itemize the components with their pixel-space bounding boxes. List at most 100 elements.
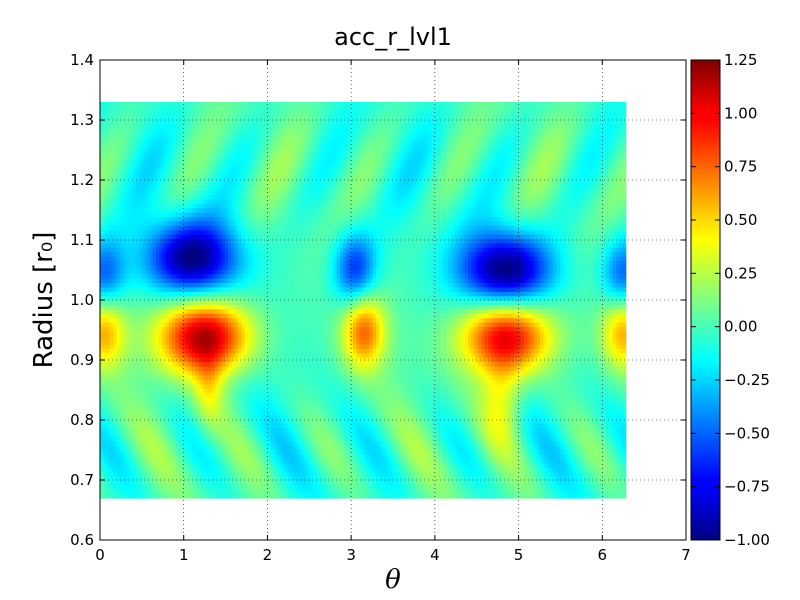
heatmap-cell bbox=[152, 176, 157, 182]
heatmap-cell bbox=[162, 374, 167, 380]
heatmap-cell bbox=[182, 168, 187, 173]
heatmap-cell bbox=[211, 264, 216, 270]
heatmap-cell bbox=[113, 370, 118, 376]
heatmap-cell bbox=[109, 454, 114, 459]
heatmap-cell bbox=[198, 238, 203, 244]
heatmap-cell bbox=[280, 410, 285, 415]
heatmap-cell bbox=[201, 361, 206, 367]
heatmap-cell bbox=[123, 313, 127, 319]
heatmap-cell bbox=[136, 291, 141, 297]
heatmap-cell bbox=[247, 124, 252, 129]
heatmap-cell bbox=[139, 216, 144, 222]
heatmap-cell bbox=[261, 198, 265, 204]
heatmap-cell bbox=[188, 203, 193, 209]
heatmap-cell bbox=[201, 102, 206, 107]
heatmap-cell bbox=[165, 115, 170, 121]
heatmap-cell bbox=[182, 110, 187, 116]
heatmap-cell bbox=[100, 163, 104, 169]
heatmap-cell bbox=[126, 115, 131, 121]
heatmap-cell bbox=[126, 480, 131, 486]
heatmap-cell bbox=[201, 374, 206, 380]
heatmap-cell bbox=[241, 370, 246, 376]
heatmap-cell bbox=[195, 176, 200, 182]
heatmap-cell bbox=[182, 220, 187, 226]
heatmap-cell bbox=[238, 484, 242, 490]
heatmap-cell bbox=[201, 401, 206, 407]
heatmap-cell bbox=[116, 286, 121, 292]
heatmap-cell bbox=[159, 115, 164, 121]
heatmap-cell bbox=[172, 467, 177, 473]
heatmap-cell bbox=[201, 119, 206, 125]
heatmap-cell bbox=[211, 269, 216, 275]
heatmap-cell bbox=[211, 194, 216, 200]
heatmap-cell bbox=[218, 264, 223, 270]
heatmap-cell bbox=[129, 278, 134, 283]
heatmap-cell bbox=[270, 418, 275, 424]
heatmap-cell bbox=[172, 405, 177, 411]
heatmap-cell bbox=[178, 388, 183, 393]
heatmap-cell bbox=[123, 339, 127, 345]
heatmap-cell bbox=[192, 326, 196, 332]
heatmap-cell bbox=[195, 357, 200, 363]
heatmap-cell bbox=[251, 141, 256, 147]
heatmap-cell bbox=[218, 106, 223, 112]
heatmap-cell bbox=[224, 238, 229, 244]
heatmap-cell bbox=[182, 401, 187, 407]
heatmap-cell bbox=[261, 476, 265, 481]
heatmap-cell bbox=[274, 392, 279, 398]
heatmap-cell bbox=[218, 273, 223, 279]
heatmap-cell bbox=[106, 172, 111, 178]
heatmap-cell bbox=[152, 256, 157, 261]
heatmap-cell bbox=[238, 168, 242, 173]
heatmap-cell bbox=[178, 251, 183, 257]
heatmap-cell bbox=[201, 462, 206, 468]
heatmap-cell bbox=[149, 339, 154, 345]
heatmap-cell bbox=[238, 300, 242, 305]
heatmap-cell bbox=[172, 476, 177, 481]
heatmap-cell bbox=[178, 163, 183, 169]
heatmap-cell bbox=[261, 330, 265, 336]
heatmap-cell bbox=[182, 181, 187, 187]
heatmap-cell bbox=[116, 304, 121, 310]
heatmap-cell bbox=[139, 427, 144, 433]
heatmap-cell bbox=[146, 344, 150, 349]
heatmap-cell bbox=[172, 172, 177, 178]
heatmap-cell bbox=[188, 229, 193, 235]
heatmap-cell bbox=[155, 225, 160, 231]
heatmap-cell bbox=[192, 282, 196, 288]
heatmap-cell bbox=[257, 414, 262, 420]
heatmap-cell bbox=[238, 396, 242, 402]
heatmap-cell bbox=[119, 427, 124, 433]
heatmap-cell bbox=[241, 344, 246, 349]
heatmap-cell bbox=[228, 458, 233, 464]
heatmap-cell bbox=[129, 132, 134, 138]
heatmap-cell bbox=[109, 295, 114, 301]
heatmap-cell bbox=[192, 401, 196, 407]
heatmap-cell bbox=[109, 322, 114, 327]
heatmap-cell bbox=[172, 190, 177, 195]
heatmap-cell bbox=[146, 229, 150, 235]
heatmap-cell bbox=[241, 256, 246, 261]
heatmap-cell bbox=[142, 440, 147, 446]
heatmap-cell bbox=[106, 150, 111, 156]
heatmap-cell bbox=[277, 432, 282, 437]
heatmap-cell bbox=[100, 229, 104, 235]
heatmap-cell bbox=[129, 234, 134, 239]
heatmap-cell bbox=[139, 124, 144, 129]
heatmap-cell bbox=[195, 352, 200, 358]
heatmap-cell bbox=[241, 150, 246, 156]
heatmap-cell bbox=[228, 432, 233, 437]
heatmap-cell bbox=[149, 348, 154, 354]
heatmap-cell bbox=[198, 440, 203, 446]
heatmap-cell bbox=[123, 436, 127, 442]
heatmap-cell bbox=[182, 163, 187, 169]
heatmap-cell bbox=[192, 146, 196, 151]
heatmap-cell bbox=[119, 185, 124, 191]
heatmap-cell bbox=[228, 150, 233, 156]
heatmap-cell bbox=[267, 361, 272, 367]
heatmap-cell bbox=[195, 172, 200, 178]
heatmap-cell bbox=[152, 304, 157, 310]
heatmap-cell bbox=[159, 159, 164, 165]
heatmap-cell bbox=[228, 229, 233, 235]
heatmap-cell bbox=[119, 269, 124, 275]
